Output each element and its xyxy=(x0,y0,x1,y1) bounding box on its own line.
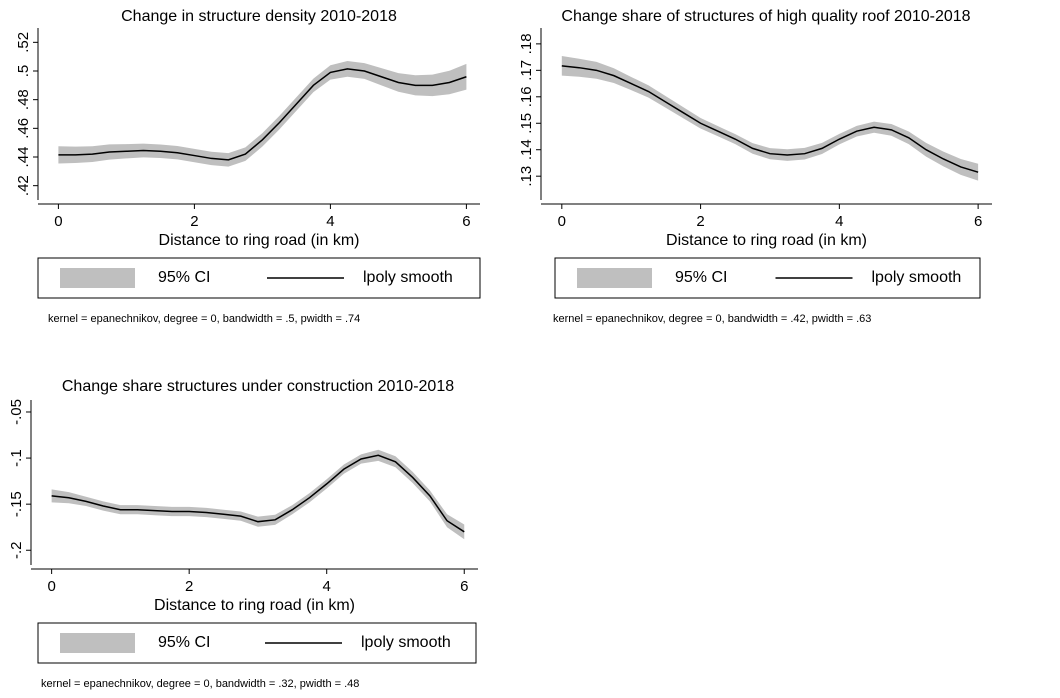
y-tick-label: .42 xyxy=(15,175,32,196)
smooth-line xyxy=(51,454,465,533)
ci-band xyxy=(561,56,979,181)
x-tick-label: 6 xyxy=(462,213,470,230)
legend-label: 95% CI xyxy=(675,269,727,286)
x-tick-label: 0 xyxy=(47,578,55,595)
x-tick-label: 2 xyxy=(696,213,704,230)
y-tick-label: -.1 xyxy=(8,449,25,467)
x-axis-label: Distance to ring road (in km) xyxy=(154,597,355,614)
y-tick-label: .18 xyxy=(518,33,535,54)
y-tick-label: .14 xyxy=(518,139,535,160)
x-tick-label: 4 xyxy=(323,578,331,595)
chart-title: Change share of structures of high quali… xyxy=(561,8,970,25)
x-axis-label: Distance to ring road (in km) xyxy=(159,232,360,249)
y-tick-label: .5 xyxy=(15,65,32,78)
x-axis-label: Distance to ring road (in km) xyxy=(666,232,867,249)
x-tick-label: 2 xyxy=(185,578,193,595)
legend-label: 95% CI xyxy=(158,634,210,651)
y-tick-label: -.2 xyxy=(8,541,25,559)
legend-swatch xyxy=(60,268,135,288)
chart-title: Change in structure density 2010-2018 xyxy=(121,8,397,25)
x-tick-label: 4 xyxy=(326,213,334,230)
ci-band xyxy=(58,60,467,167)
y-tick-label: .52 xyxy=(15,32,32,53)
x-tick-label: 0 xyxy=(54,213,62,230)
legend-label: lpoly smooth xyxy=(363,269,453,286)
y-tick-label: -.15 xyxy=(8,491,25,517)
chart-title: Change share structures under constructi… xyxy=(62,378,454,395)
y-tick-label: .44 xyxy=(15,147,32,168)
smooth-line xyxy=(58,68,467,161)
legend-swatch xyxy=(577,268,652,288)
ci-band xyxy=(51,449,465,540)
y-tick-label: .13 xyxy=(518,166,535,187)
x-tick-label: 6 xyxy=(974,213,982,230)
x-tick-label: 2 xyxy=(190,213,198,230)
y-tick-label: .17 xyxy=(518,60,535,81)
y-tick-label: .46 xyxy=(15,118,32,139)
y-tick-label: .16 xyxy=(518,86,535,107)
smooth-line xyxy=(561,65,979,173)
x-tick-label: 0 xyxy=(558,213,566,230)
legend-label: lpoly smooth xyxy=(872,269,962,286)
y-tick-label: .48 xyxy=(15,89,32,110)
note: kernel = epanechnikov, degree = 0, bandw… xyxy=(48,313,360,325)
y-tick-label: .15 xyxy=(518,113,535,134)
legend-swatch xyxy=(60,633,135,653)
legend-label: lpoly smooth xyxy=(361,634,451,651)
x-tick-label: 4 xyxy=(835,213,843,230)
legend-label: 95% CI xyxy=(158,269,210,286)
note: kernel = epanechnikov, degree = 0, bandw… xyxy=(41,678,359,690)
x-tick-label: 6 xyxy=(460,578,468,595)
y-tick-label: -.05 xyxy=(8,399,25,425)
note: kernel = epanechnikov, degree = 0, bandw… xyxy=(553,313,871,325)
